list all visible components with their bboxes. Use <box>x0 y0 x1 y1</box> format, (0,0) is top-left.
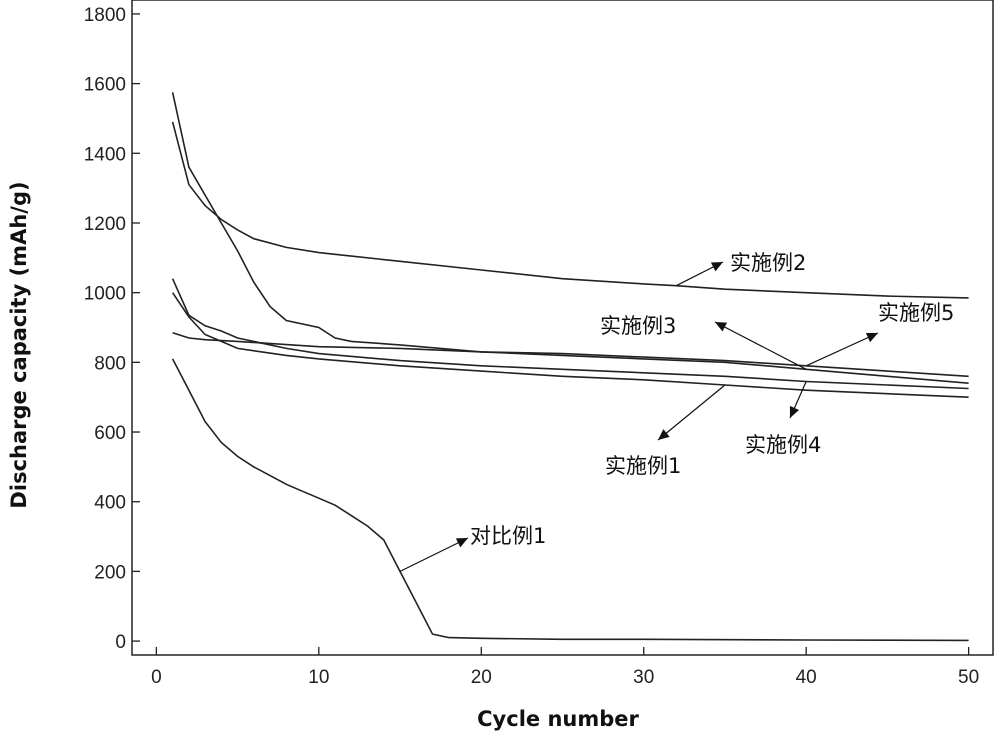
x-axis: 0 10 20 30 40 50 <box>151 647 979 688</box>
annotation-arrow <box>714 321 807 370</box>
annotation-arrow <box>399 537 469 572</box>
arrow-head-icon <box>715 322 728 332</box>
arrow-head-icon <box>710 262 723 272</box>
annotation-label: 实施例2 <box>730 251 806 275</box>
series-layer <box>171 92 969 642</box>
annotation-arrow <box>805 332 879 367</box>
y-tick-label: 200 <box>94 562 126 583</box>
y-tick-label: 1400 <box>84 144 126 165</box>
x-tick-label: 10 <box>308 667 329 688</box>
annotation-label: 实施例5 <box>878 301 954 325</box>
plot-area-frame <box>131 0 994 656</box>
arrow-head-icon <box>455 538 468 548</box>
annotation-label: 实施例4 <box>745 433 821 457</box>
arrow-head-icon <box>658 429 670 440</box>
annotation-label: 实施例3 <box>600 314 676 338</box>
y-axis: 0 200 400 600 800 1000 1200 1400 1600 1800 <box>84 5 140 653</box>
y-axis-title: Discharge capacity (mAh/g) <box>7 181 31 508</box>
x-axis-title: Cycle number <box>477 707 639 731</box>
x-tick-label: 40 <box>796 667 817 688</box>
arrow-head-icon <box>865 333 878 343</box>
annotation-label: 实施例1 <box>605 454 681 478</box>
series-line-5 <box>171 292 969 398</box>
y-tick-label: 1200 <box>84 214 126 235</box>
y-tick-label: 1800 <box>84 5 126 26</box>
y-tick-label: 800 <box>94 353 126 374</box>
series-line-2 <box>171 92 969 384</box>
annotation-label: 对比例1 <box>470 524 546 548</box>
x-tick-label: 0 <box>151 667 162 688</box>
y-tick-label: 400 <box>94 493 126 514</box>
annotation-layer: 实施例2 实施例3 实施例5 实施例1 实施例4 对比例1 <box>399 251 954 572</box>
series-line-6 <box>171 358 969 642</box>
x-tick-label: 50 <box>958 667 979 688</box>
arrow-head-icon <box>789 405 800 418</box>
y-tick-label: 1600 <box>84 75 126 96</box>
x-tick-label: 20 <box>471 667 492 688</box>
series-line-1 <box>171 121 969 299</box>
series-line-4 <box>171 278 969 390</box>
y-tick-label: 600 <box>94 423 126 444</box>
y-tick-label: 0 <box>115 632 126 653</box>
y-tick-label: 1000 <box>84 284 126 305</box>
x-tick-label: 30 <box>633 667 654 688</box>
annotation-arrow <box>657 384 726 441</box>
